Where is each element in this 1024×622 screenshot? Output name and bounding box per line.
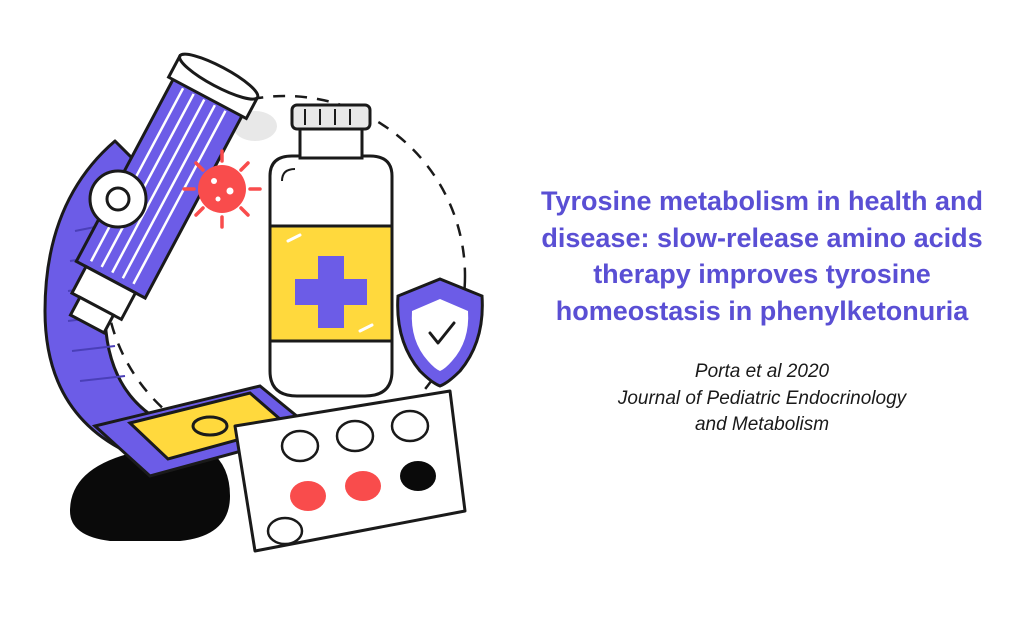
citation-line-2: Journal of Pediatric Endocrinology — [618, 388, 906, 409]
citation: Porta et al 2020 Journal of Pediatric En… — [530, 359, 994, 439]
focus-knob-inner-icon — [107, 188, 129, 210]
citation-line-3: and Metabolism — [695, 414, 829, 435]
medical-illustration — [0, 0, 520, 622]
shield-icon — [398, 279, 483, 386]
citation-line-1: Porta et al 2020 — [695, 361, 829, 382]
medicine-bottle-icon — [270, 105, 392, 396]
virus-icon — [184, 151, 260, 227]
illustration-svg — [0, 31, 520, 591]
text-block: Tyrosine metabolism in health and diseas… — [520, 163, 1024, 459]
article-title: Tyrosine metabolism in health and diseas… — [530, 183, 994, 329]
